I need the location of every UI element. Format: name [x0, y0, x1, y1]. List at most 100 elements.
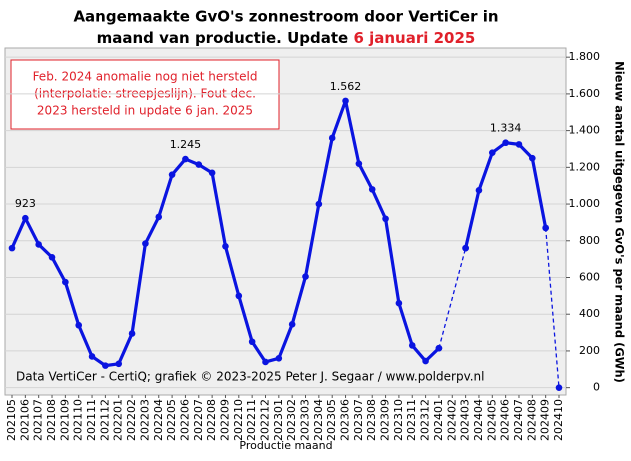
- y-tick-label: 800: [579, 234, 600, 247]
- x-tick-label: 202109: [58, 399, 71, 441]
- annotation-box: [10, 59, 280, 130]
- data-point: [222, 242, 229, 250]
- data-point: [315, 200, 323, 208]
- x-tick-label: 202404: [472, 399, 485, 441]
- x-tick-label: 202310: [392, 399, 405, 441]
- x-tick-label: 202202: [125, 399, 138, 441]
- x-tick-label: 202203: [138, 399, 151, 441]
- x-tick-label: 202211: [245, 399, 258, 441]
- y-tick-label: 1.000: [569, 197, 601, 210]
- data-point: [75, 321, 83, 329]
- data-point: [102, 362, 109, 369]
- data-line: [545, 227, 560, 388]
- data-label: 1.245: [170, 138, 202, 151]
- data-point: [529, 154, 536, 162]
- x-tick-label: 202406: [499, 399, 512, 441]
- y-tick-label: 1.800: [569, 50, 601, 63]
- data-point: [35, 241, 42, 248]
- x-tick-label: 202304: [312, 399, 325, 441]
- data-point: [435, 344, 443, 352]
- data-point: [488, 149, 496, 156]
- data-point: [422, 357, 429, 365]
- data-point: [62, 278, 69, 286]
- data-point: [235, 292, 243, 300]
- data-point: [328, 134, 336, 142]
- data-point: [142, 240, 149, 247]
- data-point: [555, 384, 563, 391]
- x-tick-label: 202407: [512, 399, 525, 441]
- x-tick-label: 202110: [72, 399, 85, 441]
- y-tick-label: 1.600: [569, 87, 601, 100]
- data-point: [462, 244, 469, 252]
- x-tick-label: 202409: [539, 399, 552, 441]
- x-tick-label: 202204: [152, 399, 165, 441]
- y-tick-label: 400: [579, 307, 600, 320]
- data-point: [342, 97, 349, 105]
- y-tick-label: 0: [593, 381, 600, 394]
- annotation: Feb. 2024 anomalie nog niet hersteld: [33, 70, 258, 84]
- data-point: [155, 213, 163, 221]
- x-tick-label: 202105: [5, 399, 18, 441]
- x-tick-label: 202306: [339, 399, 352, 441]
- data-point: [128, 330, 136, 337]
- y-tick-label: 200: [579, 344, 600, 357]
- data-point: [515, 141, 523, 148]
- x-tick-label: 202205: [165, 399, 178, 441]
- chart-title: maand van productie. Update 6 januari 20…: [97, 29, 476, 47]
- x-tick-label: 202206: [178, 399, 191, 441]
- data-point: [288, 321, 296, 328]
- data-point: [22, 214, 29, 222]
- x-tick-label: 202210: [232, 399, 245, 441]
- x-tick-label: 202401: [432, 399, 445, 441]
- x-tick-label: 202309: [379, 399, 392, 441]
- data-line: [438, 247, 467, 349]
- y-axis-label: Nieuw aantal uitgegeven GvO's per maand …: [613, 61, 627, 383]
- x-tick-label: 202312: [419, 399, 432, 441]
- y-tick-label: 1.400: [569, 124, 601, 137]
- data-label: 1.334: [490, 122, 522, 135]
- x-tick-label: 202307: [352, 399, 365, 441]
- x-tick-label: 202112: [98, 399, 111, 441]
- data-point: [8, 244, 16, 252]
- x-tick-label: 202410: [552, 399, 565, 441]
- x-tick-label: 202308: [365, 399, 378, 441]
- chart-title: Aangemaakte GvO's zonnestroom door Verti…: [73, 8, 498, 26]
- data-point: [408, 342, 416, 349]
- data-point: [168, 171, 176, 178]
- data-point: [355, 160, 363, 167]
- x-axis-label: Productie maand: [239, 439, 332, 452]
- x-tick-label: 202305: [325, 399, 338, 441]
- x-tick-label: 202402: [445, 399, 458, 441]
- x-tick-label: 202301: [272, 399, 285, 441]
- data-point: [48, 254, 56, 261]
- data-point: [368, 186, 376, 193]
- x-tick-label: 202209: [218, 399, 231, 441]
- x-tick-label: 202405: [485, 399, 498, 441]
- x-tick-label: 202212: [258, 399, 271, 441]
- data-point: [382, 215, 389, 223]
- data-point: [475, 186, 483, 194]
- data-point: [542, 224, 549, 232]
- y-tick-label: 600: [579, 270, 600, 283]
- data-point: [195, 161, 203, 168]
- title-text: maand van productie. Update: [97, 29, 354, 47]
- data-point: [262, 358, 269, 366]
- title-highlight: 6 januari 2025: [353, 29, 475, 47]
- x-tick-label: 202302: [285, 399, 298, 441]
- x-tick-label: 202207: [192, 399, 205, 441]
- x-tick-label: 202403: [459, 399, 472, 441]
- x-tick-label: 202108: [45, 399, 58, 441]
- x-tick-label: 202208: [205, 399, 218, 441]
- x-tick-label: 202106: [18, 399, 31, 441]
- data-label: 923: [15, 197, 36, 210]
- credit: Data VertiCer - CertiQ; grafiek © 2023-2…: [16, 370, 485, 384]
- x-tick-label: 202201: [112, 399, 125, 441]
- x-tick-label: 202107: [32, 399, 45, 441]
- data-point: [115, 360, 123, 368]
- data-point: [302, 273, 309, 280]
- annotation: 2023 hersteld in update 6 jan. 2025: [37, 104, 253, 118]
- data-point: [395, 299, 403, 307]
- data-point: [182, 155, 189, 163]
- x-tick-label: 202111: [85, 399, 98, 441]
- data-point: [88, 353, 96, 360]
